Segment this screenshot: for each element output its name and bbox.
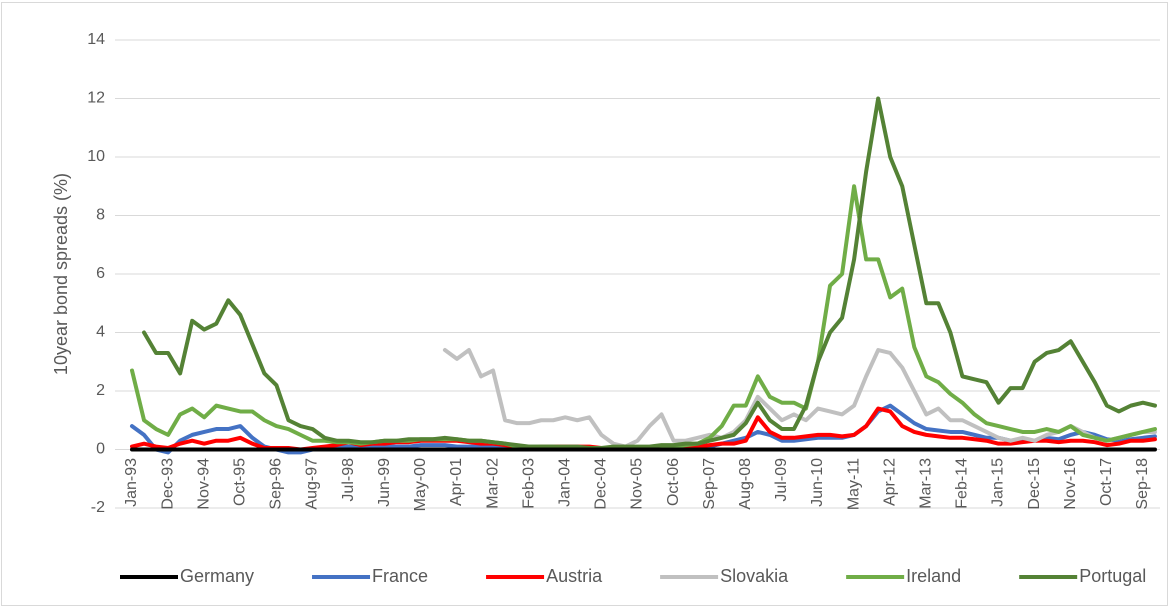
y-axis-title: 10year bond spreads (%) <box>51 173 71 375</box>
legend-label: Slovakia <box>720 566 789 586</box>
x-tick-label: Jan-04 <box>556 458 573 507</box>
x-tick-label: Sep-07 <box>701 458 718 510</box>
x-tick-label: Oct-17 <box>1098 458 1115 506</box>
x-tick-label: Sep-18 <box>1134 458 1151 510</box>
legend-label: Portugal <box>1079 566 1146 586</box>
x-tick-label: Jun-10 <box>809 458 826 507</box>
x-tick-label: May-11 <box>845 458 862 510</box>
legend-label: Ireland <box>906 566 961 586</box>
x-tick-label: Nov-94 <box>195 458 212 510</box>
y-tick-label: 8 <box>96 207 105 224</box>
y-tick-label: 14 <box>87 31 105 48</box>
x-tick-label: Aug-97 <box>304 458 321 510</box>
x-tick-label: Oct-06 <box>665 458 682 506</box>
x-tick-label: Nov-16 <box>1062 458 1079 510</box>
x-tick-label: Jan-15 <box>990 458 1007 507</box>
legend-label: Germany <box>180 566 254 586</box>
y-tick-label: 6 <box>96 265 105 282</box>
y-tick-label: 2 <box>96 382 105 399</box>
y-tick-label: 10 <box>87 148 105 165</box>
x-tick-label: Feb-14 <box>954 458 971 509</box>
y-tick-label: 12 <box>87 90 105 107</box>
x-tick-label: Nov-05 <box>629 458 646 510</box>
x-tick-label: Mar-02 <box>484 458 501 509</box>
x-tick-label: Dec-04 <box>593 458 610 510</box>
x-tick-label: Aug-08 <box>737 458 754 510</box>
y-tick-label: 0 <box>96 441 105 458</box>
x-tick-label: Dec-93 <box>159 458 176 510</box>
legend-label: France <box>372 566 428 586</box>
x-tick-label: Jun-99 <box>376 458 393 507</box>
x-tick-label: Mar-13 <box>918 458 935 509</box>
x-tick-label: May-00 <box>412 458 429 511</box>
x-tick-label: Apr-01 <box>448 458 465 506</box>
x-tick-label: Dec-15 <box>1026 458 1043 510</box>
x-tick-label: Apr-12 <box>881 458 898 506</box>
x-tick-label: Jan-93 <box>123 458 140 507</box>
x-tick-label: Jul-98 <box>340 458 357 502</box>
x-tick-label: Oct-95 <box>232 458 249 506</box>
x-tick-label: Sep-96 <box>268 458 285 510</box>
data-line <box>142 96 1157 451</box>
y-tick-label: 4 <box>96 324 105 341</box>
legend-label: Austria <box>546 566 603 586</box>
x-tick-label: Jul-09 <box>773 458 790 502</box>
y-tick-label: -2 <box>91 499 105 516</box>
x-tick-label: Feb-03 <box>520 458 537 509</box>
